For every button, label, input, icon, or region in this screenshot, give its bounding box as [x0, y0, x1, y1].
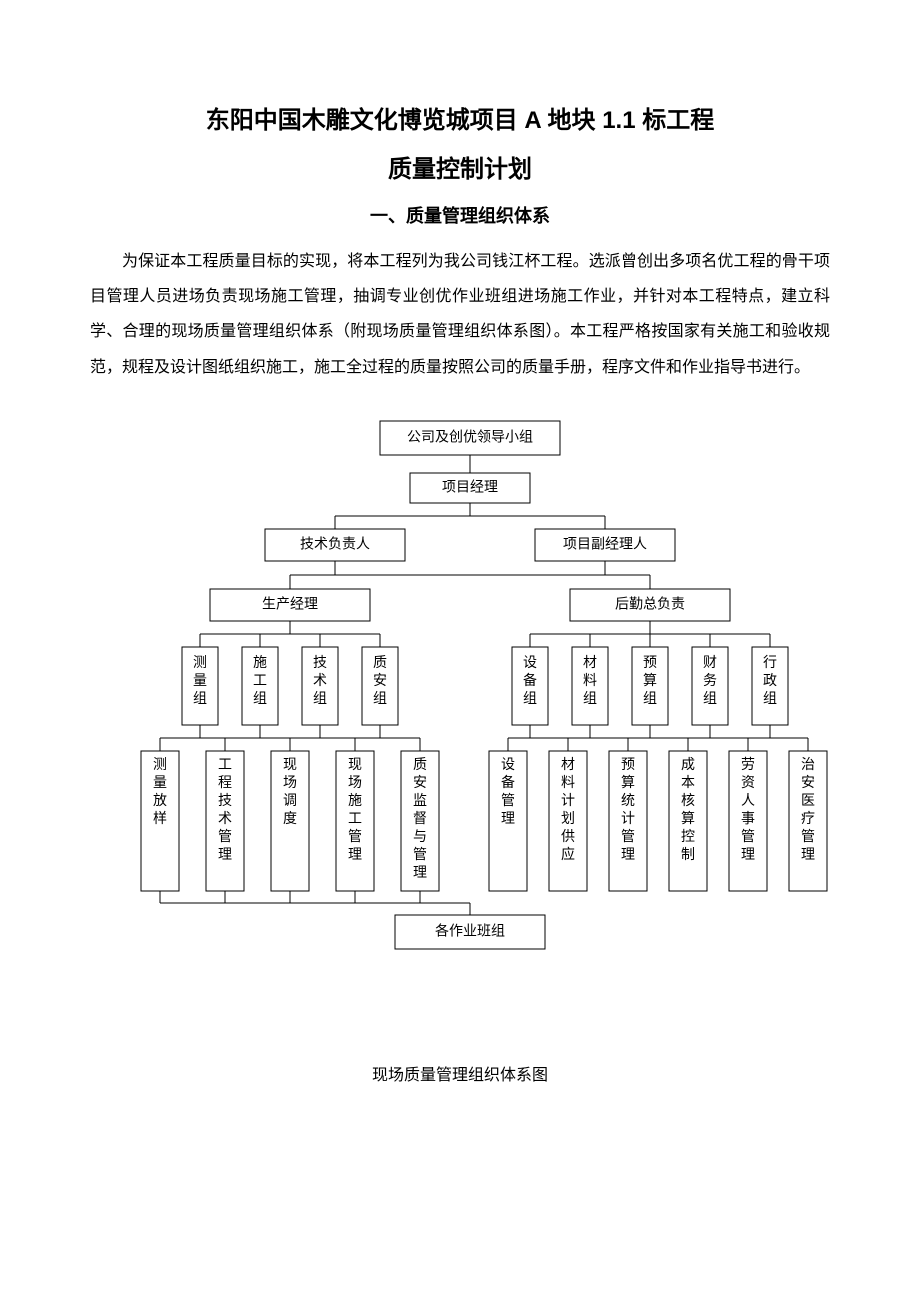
document-title-line1: 东阳中国木雕文化博览城项目 A 地块 1.1 标工程	[90, 100, 830, 135]
svg-text:后勤总负责: 后勤总负责	[615, 596, 685, 612]
svg-text:各作业班组: 各作业班组	[435, 923, 505, 939]
org-chart: 公司及创优领导小组项目经理技术负责人 项目副经理人生产经理 后勤总负责测量组 施工组 技…	[90, 415, 850, 1035]
svg-text:设备组: 设备组	[523, 655, 537, 707]
svg-text:技术负责人: 技术负责人	[300, 536, 370, 552]
svg-text:测量组: 测量组	[193, 655, 207, 707]
svg-text:施工组: 施工组	[253, 655, 267, 707]
svg-text:材料组: 材料组	[583, 655, 597, 707]
svg-text:项目副经理人: 项目副经理人	[563, 536, 647, 552]
intro-paragraph: 为保证本工程质量目标的实现，将本工程列为我公司钱江杯工程。选派曾创出多项名优工程…	[90, 244, 830, 385]
svg-text:预算组: 预算组	[643, 655, 657, 707]
document-title-line2: 质量控制计划	[90, 149, 830, 184]
svg-text:财务组: 财务组	[703, 655, 717, 707]
svg-text:公司及创优领导小组: 公司及创优领导小组	[407, 429, 533, 445]
section-heading: 一、质量管理组织体系	[90, 202, 830, 228]
svg-text:技术组: 技术组	[313, 655, 327, 707]
svg-text:质安监督与管理: 质安监督与管理	[413, 757, 427, 881]
svg-text:行政组: 行政组	[763, 655, 777, 707]
svg-text:质安组: 质安组	[373, 655, 387, 707]
chart-caption: 现场质量管理组织体系图	[90, 1061, 830, 1085]
svg-text:生产经理: 生产经理	[262, 596, 318, 612]
svg-text:项目经理: 项目经理	[442, 479, 498, 495]
